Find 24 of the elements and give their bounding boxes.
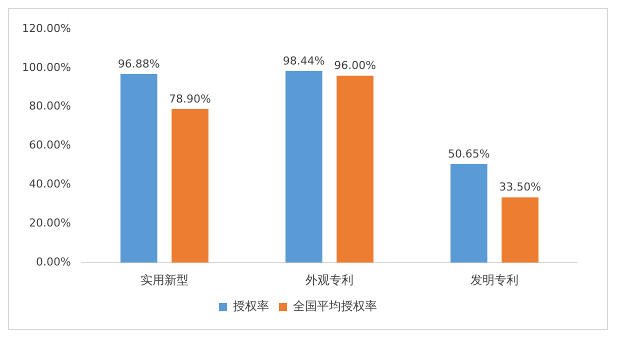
bar: [502, 197, 538, 263]
legend-label: 全国平均授权率: [293, 299, 377, 314]
y-tick-label: 20.00%: [28, 216, 71, 230]
bar: [336, 76, 374, 263]
data-label: 96.88%: [118, 57, 160, 70]
y-tick-label: 120.00%: [22, 22, 71, 35]
data-label: 78.90%: [169, 92, 212, 106]
data-label: 96.00%: [334, 59, 376, 72]
y-tick-label: 100.00%: [22, 60, 71, 74]
legend-label: 授权率: [233, 299, 269, 314]
y-tick-label: 80.00%: [28, 100, 71, 113]
bar: [120, 74, 158, 263]
data-label: 98.44%: [282, 54, 325, 68]
y-tick-label: 40.00%: [28, 178, 71, 191]
y-tick-label: 0.00%: [36, 255, 71, 268]
x-tick-label: 外观专利: [305, 272, 354, 287]
bar: [285, 70, 322, 263]
data-label: 50.65%: [448, 147, 490, 160]
y-tick-label: 60.00%: [28, 138, 71, 152]
data-label: 33.50%: [499, 180, 542, 194]
bar: [450, 164, 488, 263]
x-tick-label: 发明专利: [470, 272, 518, 287]
x-tick-label: 实用新型: [140, 272, 188, 287]
bar: [172, 109, 208, 263]
